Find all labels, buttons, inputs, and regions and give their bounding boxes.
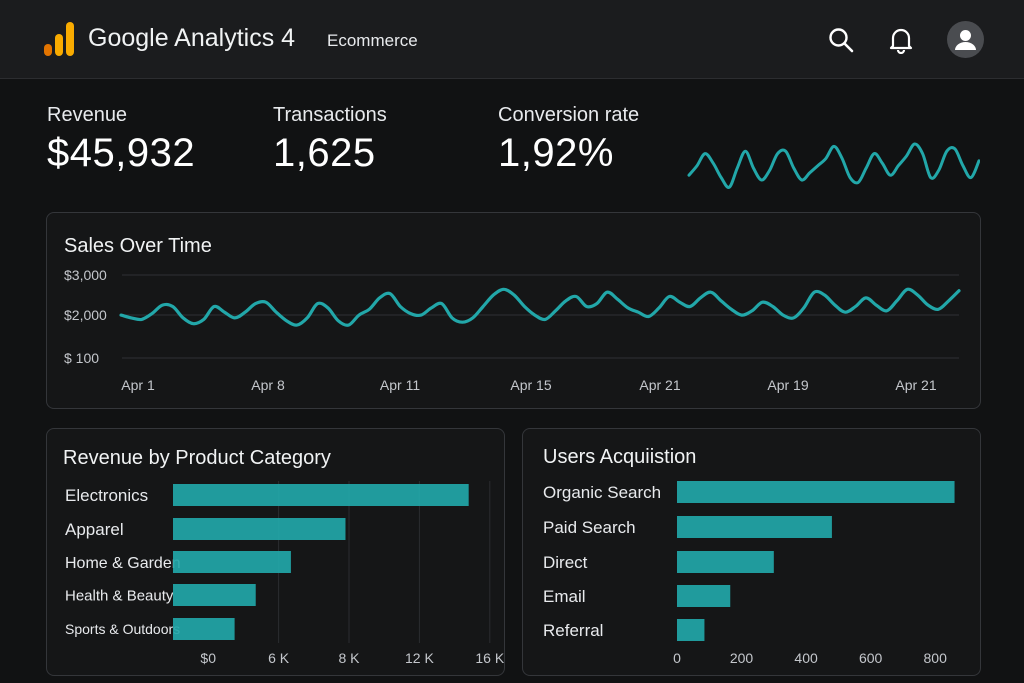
conversion-sparkline: [687, 142, 980, 189]
analytics-logo-icon[interactable]: [44, 22, 76, 56]
kpi-revenue[interactable]: Revenue $45,932: [47, 104, 195, 176]
user-avatar-icon: [955, 30, 976, 50]
x-tick-label: 600: [859, 650, 883, 666]
sparkline-series: [687, 142, 980, 189]
x-tick-label: Apr 11: [380, 377, 420, 393]
search-icon: [829, 28, 854, 53]
bar-category-label: Paid Search: [543, 518, 636, 537]
x-tick-label: Apr 1: [121, 377, 155, 393]
bar[interactable]: [173, 618, 235, 640]
card-title: Revenue by Product Category: [63, 447, 331, 469]
bar[interactable]: [677, 551, 774, 573]
bar-category-label: Organic Search: [543, 483, 661, 502]
bar[interactable]: [173, 484, 469, 506]
property-selector[interactable]: Ecommerce: [327, 31, 418, 50]
kpi-value: 1,625: [273, 131, 376, 175]
y-tick-label: $3,000: [64, 267, 107, 283]
x-tick-label: 200: [730, 650, 754, 666]
x-tick-label: Apr 15: [510, 377, 551, 393]
bar-category-label: Home & Garden: [65, 555, 181, 572]
kpi-label: Revenue: [47, 104, 128, 126]
y-tick-label: $2,000: [64, 307, 107, 323]
bar[interactable]: [677, 619, 705, 641]
notifications-button[interactable]: [883, 22, 919, 58]
x-tick-label: Apr 21: [639, 377, 680, 393]
x-tick-label: Apr 8: [251, 377, 285, 393]
category-bar-chart[interactable]: $0 6 K 8 K 12 K 16 K Electronics Apparel Home &…: [47, 429, 504, 675]
x-tick-label: 400: [794, 650, 818, 666]
kpi-value: 1,92%: [498, 131, 614, 175]
bar-category-label: Apparel: [65, 520, 124, 539]
x-tick-label: $0: [200, 650, 216, 666]
kpi-conversion-rate[interactable]: Conversion rate 1,92%: [498, 104, 639, 176]
bar[interactable]: [173, 551, 291, 573]
x-tick-label: 800: [924, 650, 948, 666]
card-title: Sales Over Time: [64, 235, 212, 257]
bar[interactable]: [677, 516, 832, 538]
x-tick-label: 8 K: [338, 650, 360, 666]
kpi-label: Conversion rate: [498, 104, 640, 126]
app-title: Google Analytics 4: [88, 24, 296, 52]
bar-category-label: Health & Beauty: [65, 587, 174, 604]
x-tick-label: 0: [673, 650, 681, 666]
sales-series-line[interactable]: [119, 287, 961, 327]
bar[interactable]: [173, 584, 256, 606]
x-tick-label: Apr 19: [767, 377, 808, 393]
x-tick-label: 16 K: [475, 650, 504, 666]
bar-category-label: Direct: [543, 553, 588, 572]
kpi-transactions[interactable]: Transactions 1,625: [273, 104, 387, 176]
bell-icon: [889, 28, 913, 54]
revenue-by-category-card: Revenue by Product Category $0 6 K 8 K 12 K…: [46, 428, 505, 676]
bar-category-label: Email: [543, 587, 586, 606]
sales-line-chart[interactable]: $3,000 $2,000 $ 100 Apr 1 Apr 8 Apr 11 Apr 15 A…: [47, 213, 980, 408]
bar-category-label: Sports & Outdoors: [65, 621, 180, 637]
bar[interactable]: [677, 481, 955, 503]
top-bar: Google Analytics 4 Ecommerce: [0, 0, 1024, 79]
sales-over-time-card: Sales Over Time $3,000 $2,000 $ 100 Apr 1 Ap…: [46, 212, 981, 409]
bar-category-label: Referral: [543, 621, 603, 640]
kpi-label: Transactions: [273, 104, 387, 126]
x-tick-label: Apr 21: [895, 377, 936, 393]
search-button[interactable]: [823, 22, 859, 58]
kpi-value: $45,932: [47, 131, 196, 175]
card-title: Users Acquiistion: [543, 446, 697, 468]
acquisition-bar-chart[interactable]: 0 200 400 600 800 Organic Search Paid Search Di…: [523, 429, 980, 675]
users-acquisition-card: Users Acquiistion 0 200 400 600 800 Organic S…: [522, 428, 981, 676]
bar[interactable]: [173, 518, 346, 540]
x-tick-label: 12 K: [405, 650, 434, 666]
y-tick-label: $ 100: [64, 350, 99, 366]
bar-category-label: Electronics: [65, 486, 148, 505]
bar[interactable]: [677, 585, 731, 607]
user-avatar[interactable]: [947, 21, 984, 58]
x-tick-label: 6 K: [268, 650, 290, 666]
